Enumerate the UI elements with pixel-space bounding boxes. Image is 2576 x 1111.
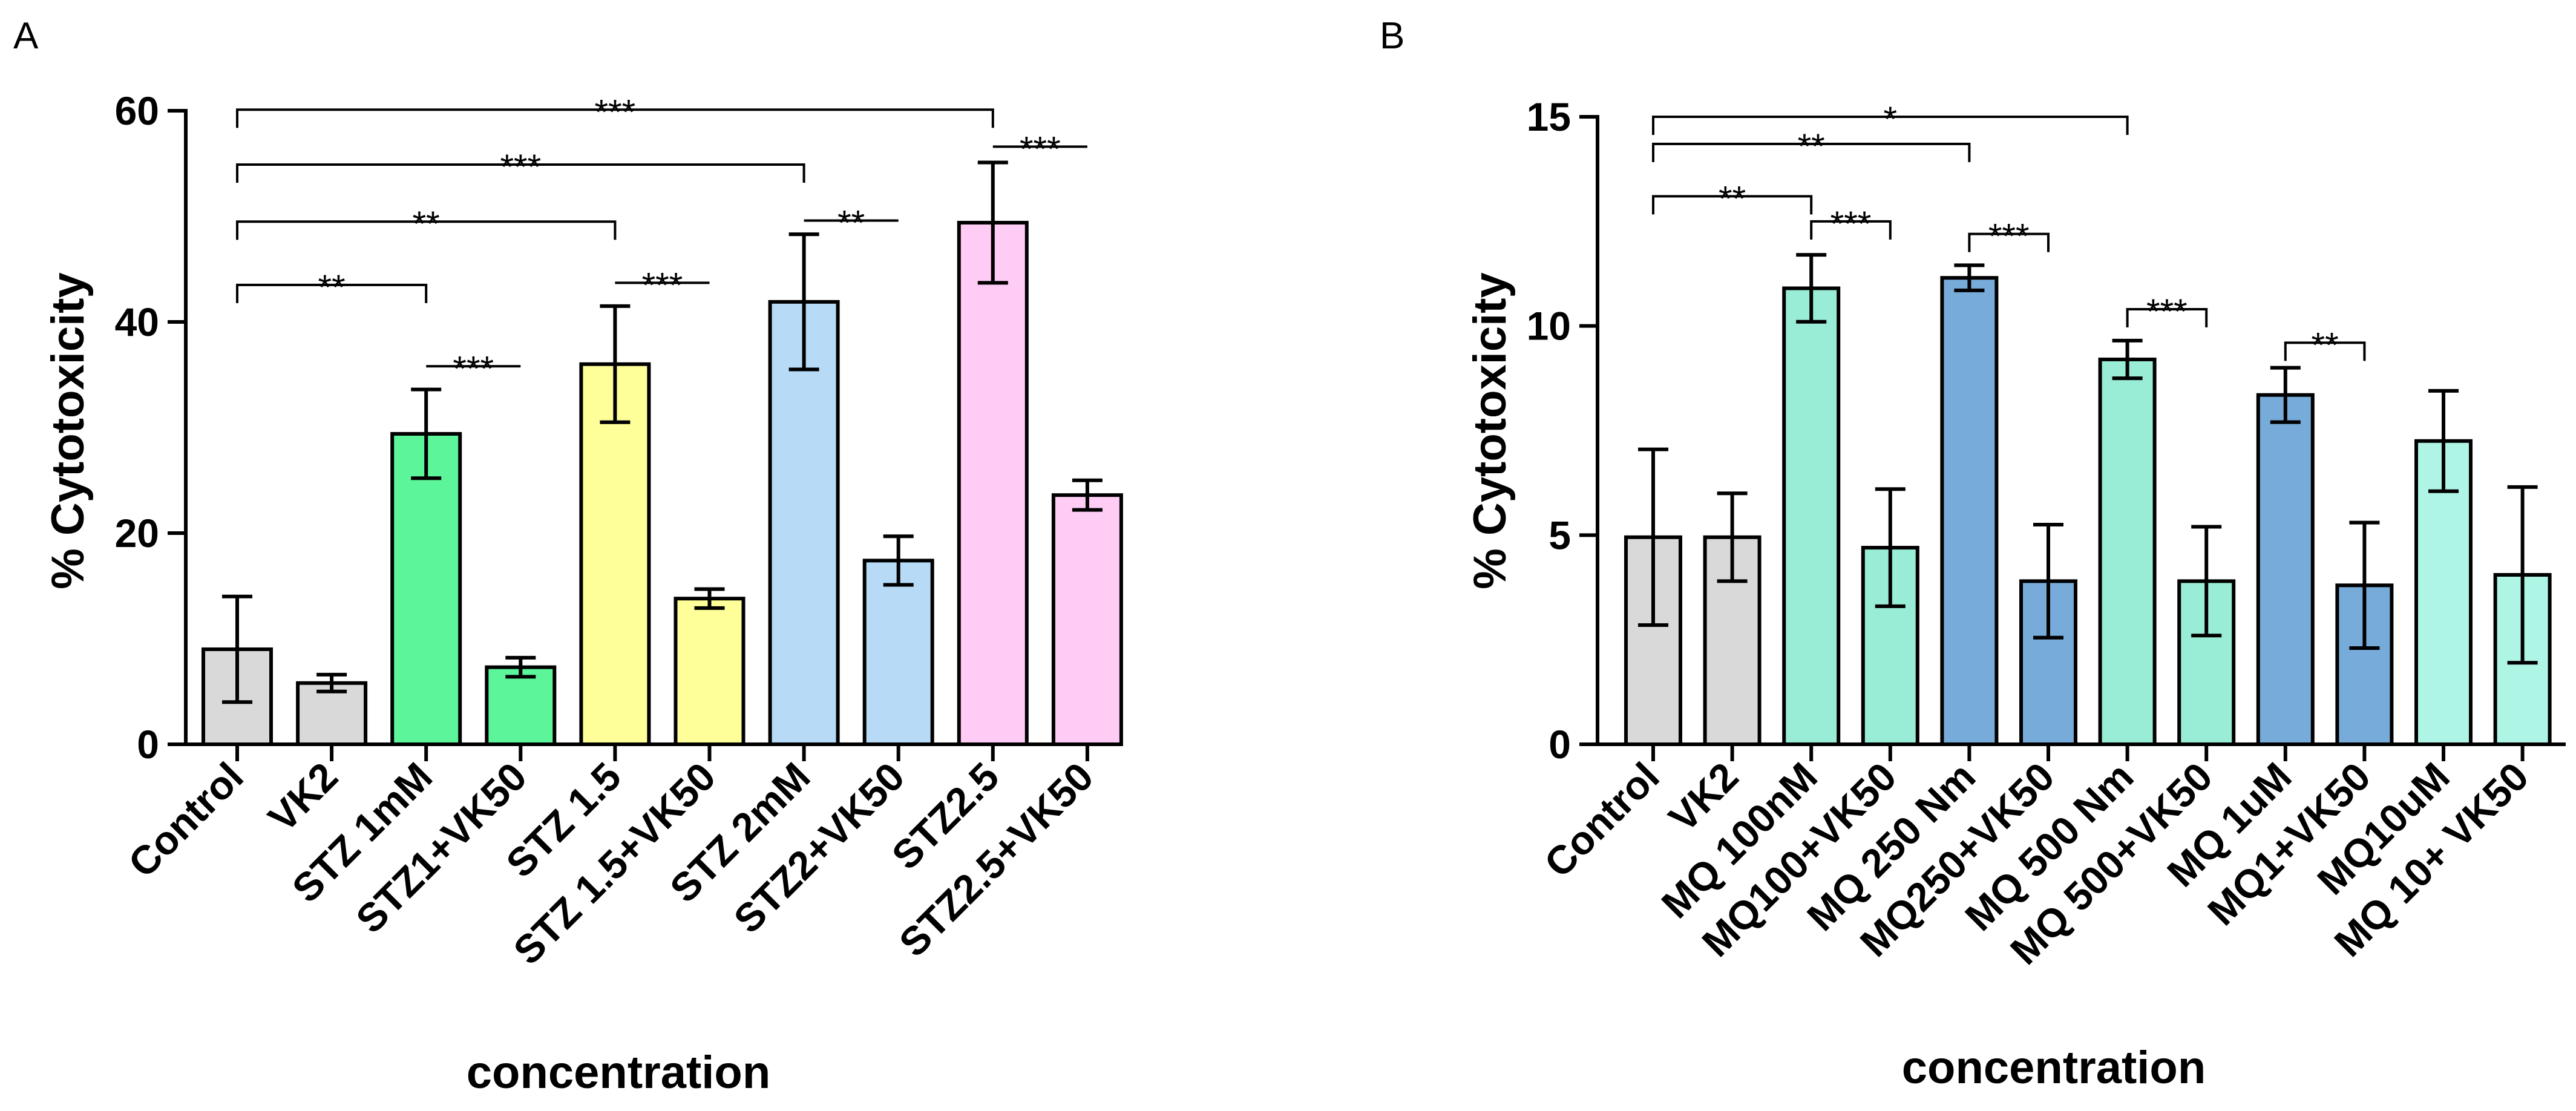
panel-a-significance-label: *** — [1020, 129, 1061, 169]
panel-b-significance-bracket — [2284, 341, 2366, 361]
panel-b-significance-label: ** — [2312, 326, 2339, 365]
panel-a-significance-label: *** — [453, 349, 494, 388]
panel-a-error-bar — [883, 534, 914, 587]
panel-a-bar — [673, 597, 746, 746]
panel-b-error-bar — [2349, 520, 2380, 650]
panel-b-label: B — [1380, 15, 1404, 57]
panel-a-bar — [768, 300, 840, 747]
panel-a-bar — [485, 665, 557, 746]
panel-a-significance-label: ** — [318, 268, 346, 307]
panel-a-error-bar — [316, 672, 347, 693]
panel-b-y-tick-label: 10 — [1527, 304, 1571, 349]
panel-b-y-tick-label: 15 — [1527, 94, 1571, 139]
panel-b-category-label: Control — [1536, 754, 1668, 886]
panel-a-bar — [862, 559, 934, 746]
panel-b: B % Cytotoxicity concentration 0 5 10 15 Con… — [1380, 15, 2566, 1093]
panel-a-error-bar — [411, 387, 442, 480]
panel-a-significance-bracket — [236, 220, 617, 240]
panel-b-significance-label: *** — [2146, 292, 2188, 332]
panel-b-significance-bracket — [1968, 232, 2050, 252]
panel-b-x-axis-title: concentration — [1902, 1042, 2206, 1093]
panel-a-significance-label: *** — [595, 93, 636, 132]
panel-b-significance-bracket — [1652, 142, 1971, 162]
panel-a-significance-label: ** — [837, 203, 865, 243]
panel-a-label: A — [13, 15, 39, 57]
panel-a-y-tick-label: 0 — [137, 722, 159, 767]
panel-b-significance-label: ** — [1798, 127, 1825, 166]
panel-a-bar — [390, 431, 462, 746]
panel-b-bar — [2098, 357, 2157, 746]
panel-b-significance-bracket — [2126, 308, 2208, 328]
panel-a-error-bar — [694, 587, 725, 610]
panel-b-bar — [1782, 286, 1841, 746]
panel-a-significance-label: *** — [500, 148, 541, 187]
panel-a-category-label: Control — [120, 754, 252, 886]
panel-a-significance-label: ** — [413, 205, 440, 244]
panel-b-y-tick-label: 5 — [1549, 513, 1571, 557]
panel-b-significance-bracket — [1652, 195, 1813, 215]
panel-b-error-bar — [2191, 525, 2222, 638]
panel-a-y-tick-label: 20 — [115, 511, 159, 556]
panel-b-significance-label: * — [1884, 100, 1898, 139]
panel-b-error-bar — [1875, 487, 1906, 608]
panel-a-error-bar — [977, 160, 1008, 285]
panel-a-category-label: VK2 — [260, 754, 346, 841]
panel-a-error-bar — [1072, 478, 1103, 512]
panel-b-significance-bracket — [1652, 116, 2129, 135]
panel-a-x-axis-title: concentration — [467, 1047, 771, 1098]
panel-a-bar — [957, 220, 1029, 747]
panel-b-error-bar — [1638, 447, 1668, 627]
panel-a: A % Cytotoxicity concentration 0 20 40 60 Co… — [13, 15, 1123, 1098]
panel-a-error-bar — [505, 655, 536, 679]
panel-b-significance-bracket — [1810, 220, 1892, 240]
panel-b-error-bar — [2428, 388, 2459, 493]
panel-b-error-bar — [1796, 253, 1827, 324]
panel-b-y-tick-label: 0 — [1549, 722, 1571, 767]
panel-b-bar — [2256, 393, 2315, 746]
panel-b-y-axis-title: % Cytotoxicity — [1464, 272, 1516, 589]
panel-a-y-tick-label: 60 — [115, 88, 159, 133]
panel-b-error-bar — [2112, 338, 2143, 381]
panel-b-significance-label: *** — [1830, 205, 1872, 244]
panel-b-error-bar — [1954, 263, 1985, 292]
panel-b-error-bar — [1717, 491, 1748, 583]
panel-b-error-bar — [2507, 485, 2538, 665]
panel-b-error-bar — [2270, 365, 2301, 424]
panel-a-bar — [1051, 493, 1123, 746]
panel-b-significance-label: ** — [1719, 179, 1746, 218]
panel-a-significance-bracket — [236, 108, 994, 128]
panel-a-error-bar — [600, 304, 631, 424]
panel-a-significance-label: *** — [642, 266, 683, 305]
panel-a-significance-bracket — [236, 163, 805, 183]
panel-b-significance-label: *** — [1988, 217, 2030, 257]
panel-a-y-tick-label: 40 — [115, 300, 159, 344]
panel-a-error-bar — [788, 232, 819, 372]
panel-b-bar — [1940, 276, 1999, 746]
panel-b-error-bar — [2033, 523, 2063, 640]
panel-a-significance-bracket — [236, 283, 428, 303]
panel-a-y-axis-title: % Cytotoxicity — [42, 272, 94, 589]
panel-a-error-bar — [222, 594, 252, 704]
